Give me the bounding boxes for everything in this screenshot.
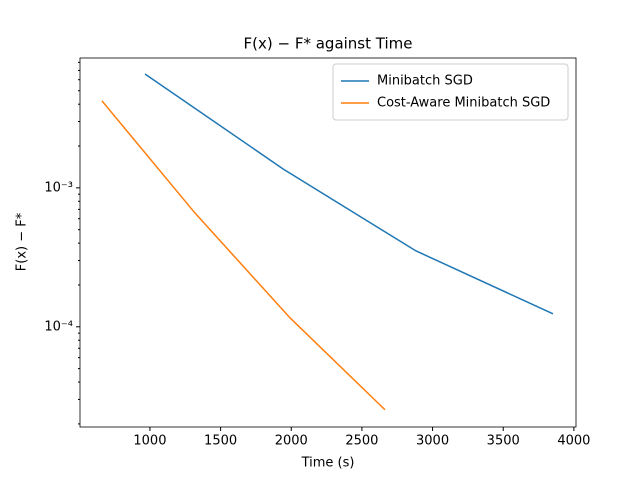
y-tick-label: 10⁻⁴ — [44, 319, 73, 334]
plot-frame — [79, 57, 577, 428]
x-tick-label: 3000 — [416, 434, 449, 449]
series-line — [101, 100, 386, 411]
x-axis-label: Time (s) — [301, 456, 355, 471]
series-line — [144, 73, 554, 315]
x-tick-label: 2500 — [345, 434, 378, 449]
x-tick-label: 2000 — [275, 434, 308, 449]
legend-label: Minibatch SGD — [377, 74, 473, 89]
y-tick-label: 10⁻³ — [44, 180, 73, 195]
legend-label: Cost-Aware Minibatch SGD — [377, 96, 550, 111]
x-tick-label: 1500 — [204, 434, 237, 449]
x-tick-label: 1000 — [133, 434, 166, 449]
x-tick-label: 3500 — [487, 434, 520, 449]
x-tick-label: 4000 — [557, 434, 590, 449]
chart-title: F(x) − F* against Time — [244, 35, 413, 53]
y-axis-label: F(x) − F* — [15, 212, 30, 271]
legend-box — [332, 63, 569, 121]
